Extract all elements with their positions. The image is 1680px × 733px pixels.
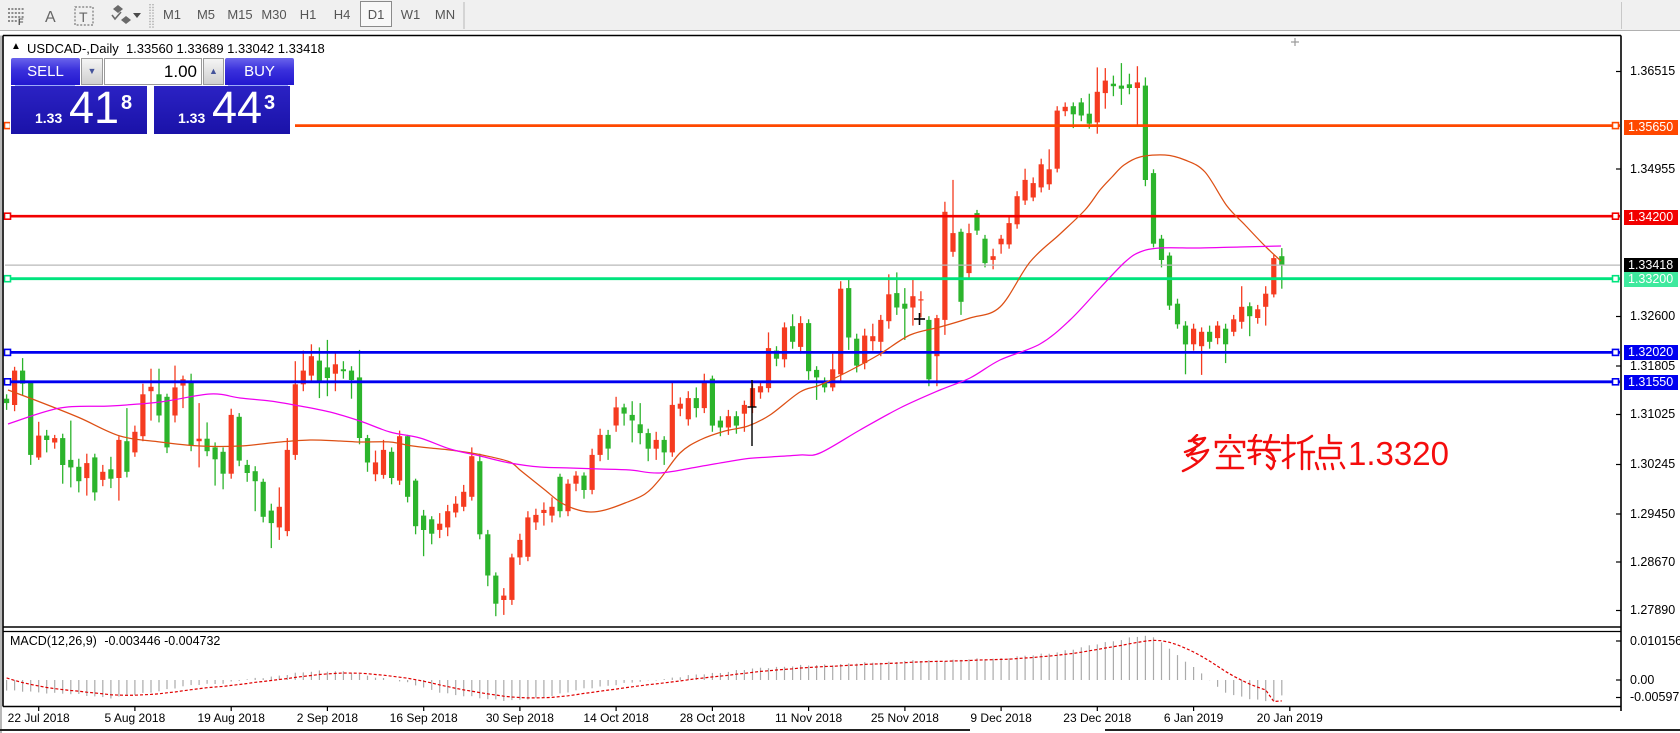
svg-text:A: A	[45, 9, 56, 26]
svg-text:T: T	[79, 9, 88, 25]
svg-text:F: F	[18, 17, 24, 27]
